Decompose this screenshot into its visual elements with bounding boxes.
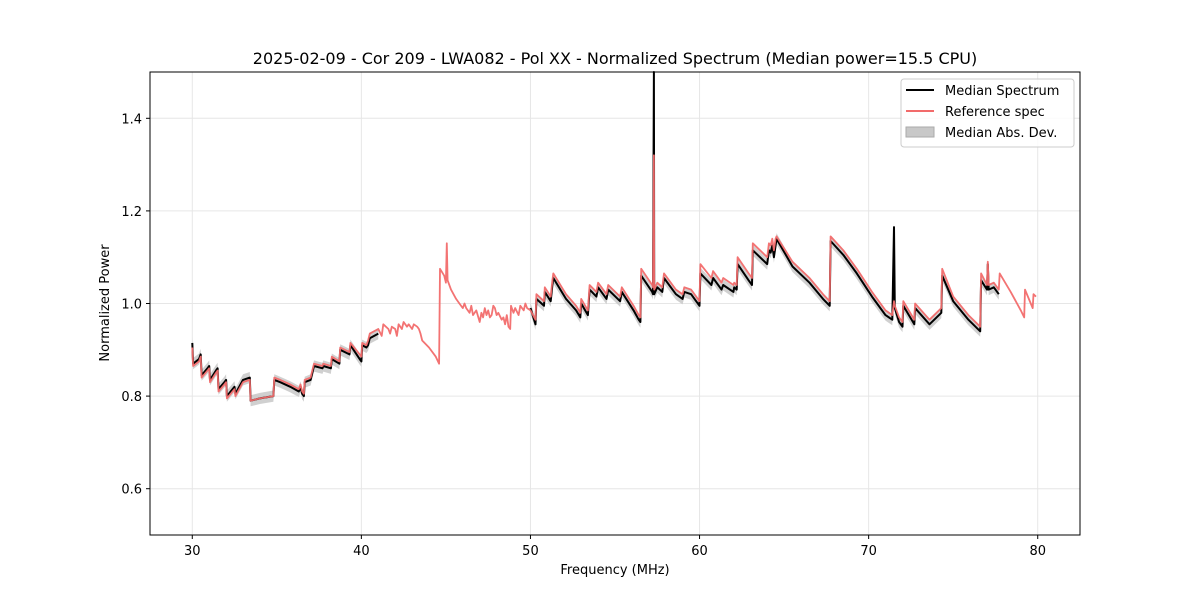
x-tick-label: 60 <box>691 544 708 559</box>
y-axis-label: Normalized Power <box>98 244 113 362</box>
x-tick-label: 40 <box>353 544 370 559</box>
legend-frame <box>900 78 1075 148</box>
x-tick-label: 30 <box>184 544 201 559</box>
x-axis-label: Frequency (MHz) <box>560 563 669 578</box>
legend-mad-label: Median Abs. Dev. <box>945 126 1057 141</box>
x-tick-label: 50 <box>522 544 539 559</box>
x-tick-label: 70 <box>860 544 877 559</box>
legend-median-label: Median Spectrum <box>945 84 1059 99</box>
mad-band <box>530 72 999 337</box>
chart-title: 2025-02-09 - Cor 209 - LWA082 - Pol XX -… <box>253 49 977 68</box>
y-tick-label: 0.8 <box>121 390 142 405</box>
legend: Median Spectrum Reference spec Median Ab… <box>900 78 1075 148</box>
axis-ticks: 30 40 50 60 70 80 0.6 0.8 1.0 1.2 1.4 <box>121 112 1046 559</box>
plot-area <box>191 71 1037 407</box>
y-tick-label: 1.0 <box>121 298 142 313</box>
y-tick-label: 1.4 <box>121 112 142 127</box>
y-tick-label: 1.2 <box>121 205 142 220</box>
legend-mad-patch-swatch <box>905 126 935 138</box>
legend-reference-label: Reference spec <box>945 105 1045 120</box>
reference-spectrum-line <box>191 154 1037 402</box>
x-tick-label: 80 <box>1029 544 1046 559</box>
y-tick-label: 0.6 <box>121 483 142 498</box>
